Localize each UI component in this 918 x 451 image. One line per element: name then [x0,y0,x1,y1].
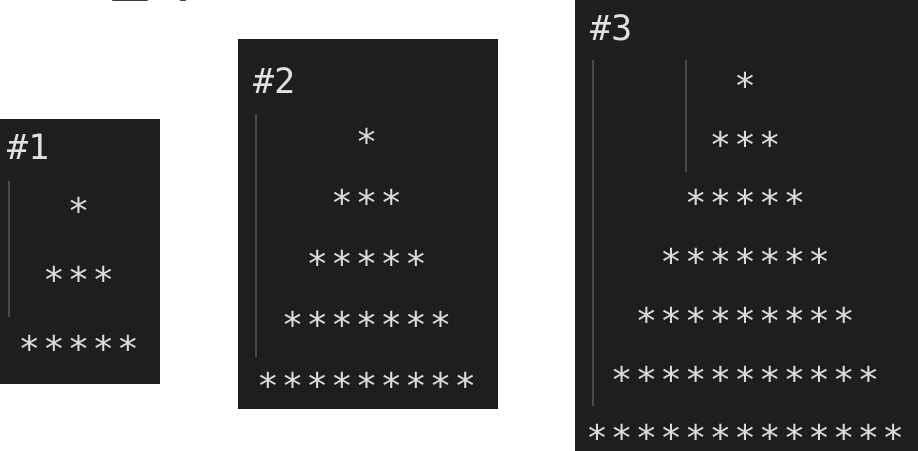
pyramid-row: * [67,191,93,232]
panel-3-label: #3 [590,9,633,49]
pyramid-row: * [355,122,381,163]
pyramid-row: ***** [18,329,142,370]
pyramid-row: *********** [610,360,883,401]
pyramid-row: * [734,66,759,107]
pyramid-row: ******* [660,242,833,283]
terminal-panel-3: #3 * *** ***** ******* ********* *******… [575,0,918,451]
terminal-panel-2: #2 * *** ***** ******* ********* [238,39,498,409]
terminal-panel-1: #1 * *** ***** [0,119,160,384]
pyramid-row: ********* [256,366,480,407]
pyramid-row: ********* [635,301,858,342]
cropped-code-fragment-2 [180,0,186,1]
pyramid-row: *** [709,125,784,166]
indent-guide [592,60,594,406]
indent-guide [255,114,257,357]
panel-2-label: #2 [253,62,296,102]
indent-guide-inner [685,60,687,172]
pyramid-row: *** [42,260,118,301]
pyramid-row: ************* [586,418,907,451]
indent-guide [8,181,10,317]
cropped-code-fragment [112,0,148,1]
panel-1-label: #1 [7,128,50,168]
pyramid-row: *** [330,183,406,224]
pyramid-row: ***** [684,183,809,224]
pyramid-row: ******* [281,305,455,346]
pyramid-row: ***** [306,244,430,285]
